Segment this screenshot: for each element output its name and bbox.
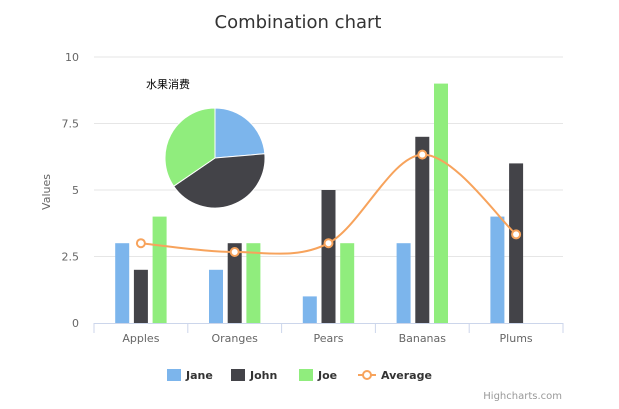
bar-jane-plums[interactable] [490, 216, 505, 323]
bar-joe-pears[interactable] [340, 243, 355, 323]
average-point[interactable] [323, 238, 334, 249]
pie-chart [164, 107, 266, 209]
legend-item-average[interactable]: Average [381, 369, 432, 382]
legend-item-joe[interactable]: Joe [317, 369, 337, 382]
legend-symbol-marker [362, 370, 372, 380]
y-axis-ticks: 0 2.5 5 7.5 10 [62, 51, 80, 330]
y-tick-label: 0 [72, 317, 79, 330]
average-point[interactable] [229, 246, 240, 257]
x-tick-label: Pears [313, 332, 343, 345]
pie-title: 水果消费 [146, 77, 190, 91]
bar-john-oranges[interactable] [227, 243, 242, 323]
credits-link[interactable]: Highcharts.com [483, 391, 562, 402]
bar-jane-pears[interactable] [302, 296, 317, 323]
bar-series [115, 83, 524, 323]
average-series [135, 149, 522, 257]
bar-joe-bananas[interactable] [434, 83, 448, 323]
x-tick-label: Oranges [212, 332, 259, 345]
bar-john-apples[interactable] [133, 269, 148, 323]
y-tick-label: 5 [72, 184, 79, 197]
bar-john-bananas[interactable] [415, 136, 430, 323]
pie-slice-joe[interactable] [164, 107, 216, 187]
chart-title: Combination chart [215, 12, 382, 33]
pie-slice-jane[interactable] [214, 107, 266, 159]
y-tick-label: 7.5 [62, 118, 80, 131]
bar-joe-oranges[interactable] [246, 243, 261, 323]
legend-item-jane[interactable]: Jane [185, 369, 213, 382]
x-tick-label: Plums [500, 332, 533, 345]
bar-jane-apples[interactable] [115, 243, 130, 323]
y-tick-label: 2.5 [62, 251, 80, 264]
average-line [140, 153, 517, 255]
x-axis-ticks: Apples Oranges Pears Bananas Plums [93, 323, 564, 345]
average-point[interactable] [511, 229, 522, 240]
average-point[interactable] [417, 149, 428, 160]
x-tick-label: Bananas [399, 332, 447, 345]
legend[interactable]: Jane John Joe Average [167, 369, 432, 382]
bar-joe-apples[interactable] [152, 216, 167, 323]
bar-jane-bananas[interactable] [396, 243, 411, 323]
x-tick-label: Apples [122, 332, 159, 345]
legend-symbol-joe [299, 369, 313, 381]
legend-symbol-john [231, 369, 245, 381]
y-tick-label: 10 [65, 51, 79, 64]
pie-slice-john[interactable] [173, 153, 266, 209]
legend-symbol-jane [167, 369, 181, 381]
bar-jane-oranges[interactable] [209, 269, 223, 323]
bar-john-plums[interactable] [509, 163, 524, 323]
average-point[interactable] [135, 238, 146, 249]
legend-item-john[interactable]: John [249, 369, 277, 382]
bar-john-pears[interactable] [321, 190, 336, 323]
y-axis-title: Values [40, 174, 53, 210]
